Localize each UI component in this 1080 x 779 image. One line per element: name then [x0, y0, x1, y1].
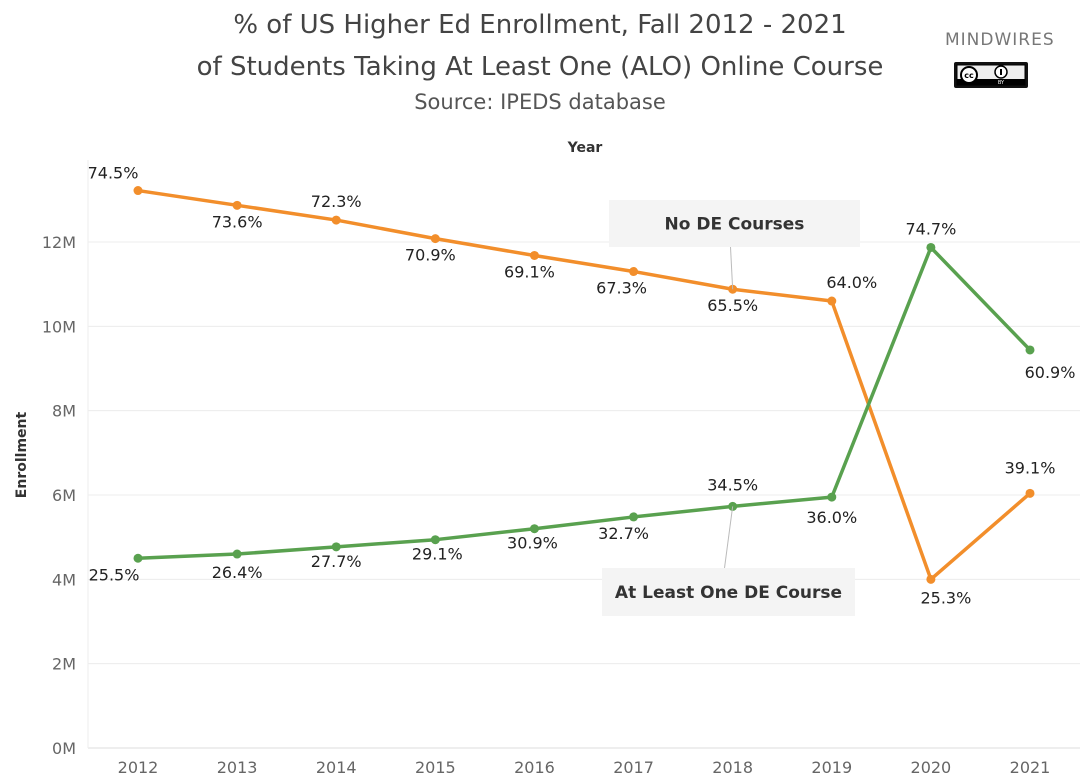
data-label: 74.5%: [88, 164, 139, 183]
svg-text:BY: BY: [998, 80, 1005, 86]
data-label: 34.5%: [707, 475, 758, 494]
x-tick-label: 2016: [514, 758, 555, 777]
data-point: [827, 492, 837, 502]
y-tick-label: 2M: [52, 655, 76, 674]
data-label: 65.5%: [707, 296, 758, 315]
y-axis-title: Enrollment: [14, 412, 30, 499]
data-label: 69.1%: [504, 262, 555, 281]
data-point: [529, 524, 539, 534]
x-tick-label: 2017: [613, 758, 654, 777]
y-tick-label: 0M: [52, 739, 76, 758]
data-label: 29.1%: [412, 545, 463, 564]
data-point: [232, 200, 242, 210]
data-point: [827, 296, 837, 306]
data-label: 25.3%: [920, 588, 971, 607]
data-label: 74.7%: [905, 219, 956, 238]
mindwires-logo: MINDWIRES: [945, 30, 1055, 50]
x-tick-label: 2021: [1010, 758, 1051, 777]
data-label: 25.5%: [89, 565, 140, 584]
logo-text: MINDWIRES: [945, 30, 1055, 50]
data-point: [1025, 488, 1035, 498]
data-point: [629, 267, 639, 277]
data-label: 39.1%: [1005, 458, 1056, 477]
data-point: [629, 512, 639, 522]
callout-label: No DE Courses: [665, 215, 805, 235]
data-label: 70.9%: [405, 246, 456, 265]
y-tick-label: 10M: [42, 317, 76, 336]
data-point: [133, 186, 143, 196]
y-tick-label: 6M: [52, 486, 76, 505]
callout-box: [609, 200, 860, 247]
data-label: 30.9%: [507, 534, 558, 553]
data-point: [331, 215, 341, 225]
data-label: 27.7%: [311, 552, 362, 571]
data-point: [926, 574, 936, 584]
series-line-alo-de: [137, 245, 1032, 560]
data-point: [926, 242, 936, 252]
data-label: 60.9%: [1025, 363, 1076, 382]
data-label: 73.6%: [212, 212, 263, 231]
chart-title-line1: % of US Higher Ed Enrollment, Fall 2012 …: [233, 10, 847, 40]
y-tick-label: 8M: [52, 402, 76, 421]
chart-title-line2: of Students Taking At Least One (ALO) On…: [196, 52, 884, 82]
callout-label: At Least One DE Course: [615, 583, 842, 603]
data-point: [232, 549, 242, 559]
x-tick-label: 2013: [217, 758, 258, 777]
data-point: [430, 234, 440, 244]
x-tick-label: 2015: [415, 758, 456, 777]
data-point: [1025, 345, 1035, 355]
x-tick-label: 2018: [712, 758, 753, 777]
x-tick-label: 2020: [911, 758, 952, 777]
y-tick-label: 4M: [52, 570, 76, 589]
data-point: [529, 250, 539, 260]
data-label: 32.7%: [598, 524, 649, 543]
data-point: [331, 542, 341, 552]
callout-leader: [724, 506, 734, 569]
x-tick-label: 2019: [811, 758, 852, 777]
data-label: 67.3%: [596, 279, 647, 298]
data-label: 64.0%: [826, 273, 877, 292]
x-tick-label: 2014: [316, 758, 357, 777]
data-label: 72.3%: [311, 192, 362, 211]
cc-by-badge: cc BY: [954, 62, 1028, 88]
chart-subtitle: Source: IPEDS database: [414, 90, 666, 114]
data-label: 26.4%: [212, 563, 263, 582]
svg-text:cc: cc: [964, 71, 974, 80]
series-line-no-de: [137, 188, 1032, 582]
data-point: [133, 553, 143, 563]
y-tick-label: 12M: [42, 233, 76, 252]
callout-leader: [730, 246, 734, 290]
data-label: 36.0%: [806, 508, 857, 527]
x-axis-title: Year: [567, 140, 603, 156]
data-point: [430, 535, 440, 545]
x-tick-label: 2012: [118, 758, 159, 777]
callout-box: [602, 568, 855, 616]
cc-by-icon: cc BY: [956, 64, 1026, 86]
